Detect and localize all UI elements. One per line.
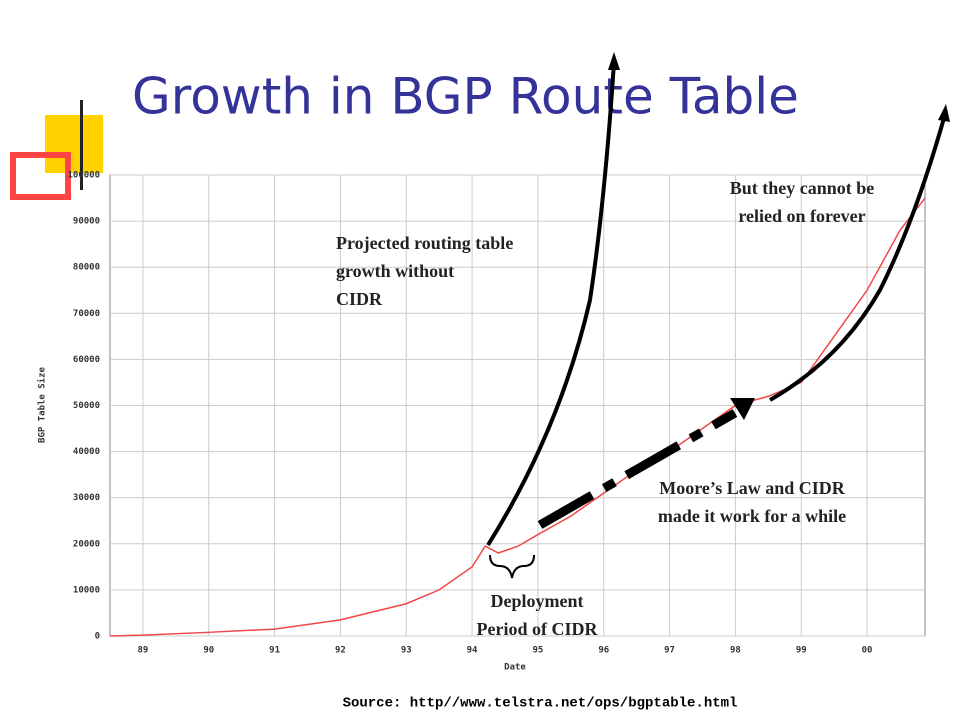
y-tick-label: 100000	[67, 171, 100, 181]
y-tick-label: 0	[95, 632, 100, 642]
x-tick-label: 95	[532, 646, 543, 656]
brace	[489, 554, 535, 579]
annotation: Moore’s Law and CIDR	[659, 478, 846, 498]
y-tick-label: 70000	[73, 309, 100, 319]
title: Growth in BGP Route Table	[132, 68, 799, 126]
x-tick-label: 97	[664, 646, 675, 656]
x-tick-label: 89	[137, 646, 148, 656]
y-tick-label: 90000	[73, 217, 100, 227]
grid	[110, 174, 925, 637]
annotation: growth without	[336, 261, 454, 281]
x-tick-label: 92	[335, 646, 346, 656]
source: Source: http//www.telstra.net/ops/bgptab…	[343, 696, 738, 712]
annotation: But they cannot be	[730, 178, 875, 198]
decor	[45, 115, 103, 173]
y-tick-label: 80000	[73, 263, 100, 273]
annotation: CIDR	[336, 289, 383, 309]
arrowhead	[730, 398, 755, 420]
decor	[10, 152, 71, 200]
y-axis-label: BGP Table Size	[37, 366, 48, 442]
arrow	[486, 61, 616, 547]
annotation: Deployment	[491, 591, 584, 611]
x-tick-label: 99	[796, 646, 807, 656]
x-tick-label: 90	[203, 646, 214, 656]
y-tick-label: 40000	[73, 447, 100, 457]
annotation: Period of CIDR	[477, 619, 599, 639]
arrow	[537, 409, 738, 529]
x-axis-label: Date	[504, 663, 526, 673]
annotation: relied on forever	[738, 206, 865, 226]
arrowhead	[608, 52, 620, 70]
x-tick-label: 00	[862, 646, 873, 656]
arrowhead	[938, 104, 950, 122]
y-tick-label: 10000	[73, 585, 100, 595]
x-tick-label: 94	[467, 646, 478, 656]
x-tick-label: 96	[598, 646, 609, 656]
arrow	[769, 117, 946, 402]
y-tick-label: 20000	[73, 539, 100, 549]
y-tick-label: 60000	[73, 355, 100, 365]
annotation: made it work for a while	[658, 506, 846, 526]
y-tick-label: 30000	[73, 493, 100, 503]
x-tick-label: 93	[401, 646, 412, 656]
x-tick-label: 91	[269, 646, 280, 656]
x-tick-label: 98	[730, 646, 741, 656]
annotation: Projected routing table	[336, 233, 513, 253]
decor	[80, 100, 83, 190]
y-tick-label: 50000	[73, 401, 100, 411]
arrows	[486, 52, 950, 579]
